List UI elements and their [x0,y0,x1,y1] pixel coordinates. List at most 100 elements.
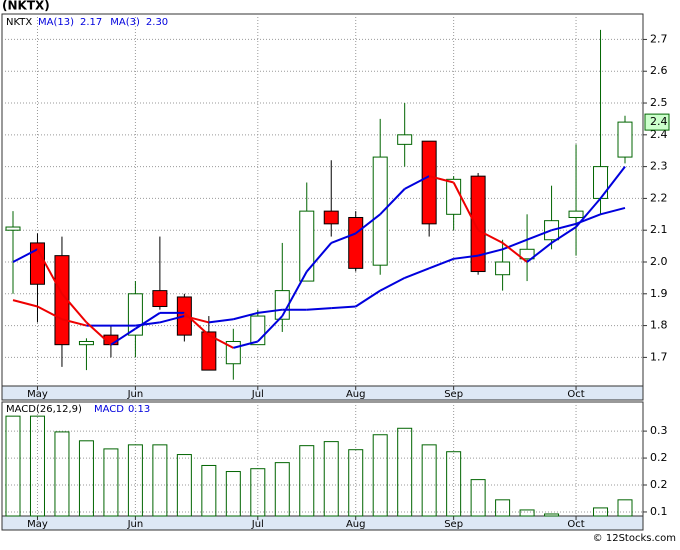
ma-line-segment [600,206,626,216]
ma-line-segment [453,254,479,260]
legend-label: MACD(26,12,9) [6,404,82,415]
candle-body [397,134,413,145]
y-tick-label: 0.3 [650,424,668,437]
ma-line-segment [404,267,430,279]
ma-line-segment [306,307,332,311]
candle-body [5,226,21,231]
ma-line-segment [477,229,504,244]
ma-line-segment [85,321,112,346]
macd-bar [29,415,45,517]
ma-line-segment [551,226,577,244]
ma-line-segment [526,242,553,263]
last-price-label: 2.4 [650,115,668,128]
legend-label: MACD [94,404,124,415]
macd-bar [274,462,290,517]
ma-line-segment [502,238,528,251]
macd-bar [103,448,119,517]
ma-line-segment [501,242,528,263]
ma-line-segment [331,305,356,310]
y-tick-label: 1.8 [650,319,668,332]
macd-bar [397,427,413,517]
y-tick-label: 2.6 [650,64,668,77]
ma-line-segment [134,312,161,330]
macd-bar [323,441,339,517]
candle-body [421,140,437,225]
y-tick-label: 0.2 [650,451,668,464]
macd-bar [446,451,462,517]
y-tick-label: 2.1 [650,223,668,236]
y-tick-label: 2.4 [650,128,668,141]
y-tick-label: 2.7 [650,32,668,45]
ma-line-segment [575,197,602,228]
y-tick-label: 2.5 [650,96,668,109]
y-tick-label: 2.0 [650,255,668,268]
macd-bar [617,499,633,517]
candle-body [299,210,315,282]
ma-line-segment [208,318,234,324]
chart-title: (NKTX) [2,0,50,13]
macd-bar [495,499,511,517]
ma-line-segment [12,248,38,263]
macd-bar [54,431,70,517]
ma-line-segment [110,327,136,346]
x-tick-label: Sep [444,389,463,400]
y-tick-label: 2.2 [650,191,668,204]
x-tick-label: Jun [127,519,144,530]
x-tick-label: Oct [567,519,584,530]
candle-body [152,290,168,308]
ma-line-segment [183,312,210,336]
y-tick-label: 1.7 [650,350,668,363]
candle-body [348,216,364,269]
last-price-box [644,113,670,131]
ma-line-segment [599,166,626,200]
y-tick-label: 1.9 [650,287,668,300]
y-tick-label: 0.2 [650,478,668,491]
x-tick-label: Jul [251,519,264,530]
macd-bar [519,509,535,517]
ma-line-segment [526,229,552,241]
ma-line-segment [61,318,87,327]
ma-line-segment [330,232,357,244]
ma-line-segment [36,248,63,295]
y-tick-label: 0.1 [650,505,668,518]
ma-line-segment [281,271,308,317]
x-tick-label: Aug [346,519,366,530]
macd-bar [78,440,94,517]
legend-value: 0.13 [128,404,150,415]
legend-label: MA(3) [110,17,140,28]
macd-bar [250,468,266,517]
macd-bar [421,444,437,517]
candle-body [470,175,486,273]
candle-body [78,340,94,346]
ma-line-segment [12,299,38,308]
x-tick-label: May [27,519,48,530]
ma-line-segment [208,334,234,349]
y-tick-label: 2.3 [650,160,668,173]
ma-line-segment [355,213,381,235]
macd-bar [127,444,143,517]
x-axis-strip [1,515,644,531]
macd-bar [176,454,192,517]
ma-line-segment [233,340,259,349]
x-tick-label: May [27,389,48,400]
legend-value: 2.30 [146,17,168,28]
candle-body [372,156,388,266]
macd-bar [544,513,560,517]
macd-bar [372,434,388,517]
ma-line-segment [551,222,577,232]
ma-line-segment [379,277,406,292]
candle-body [617,121,633,158]
macd-bar [201,464,217,517]
macd-bar [5,415,21,517]
macd-bar [470,479,486,517]
candle-body [323,210,339,225]
candle-body [54,255,70,346]
legend-value: 2.17 [80,17,102,28]
ma-line-segment [379,188,406,216]
macd-bar [348,449,364,517]
ma-line-segment [477,248,503,257]
legend-ticker: NKTX [6,17,32,28]
x-tick-label: Oct [567,389,584,400]
